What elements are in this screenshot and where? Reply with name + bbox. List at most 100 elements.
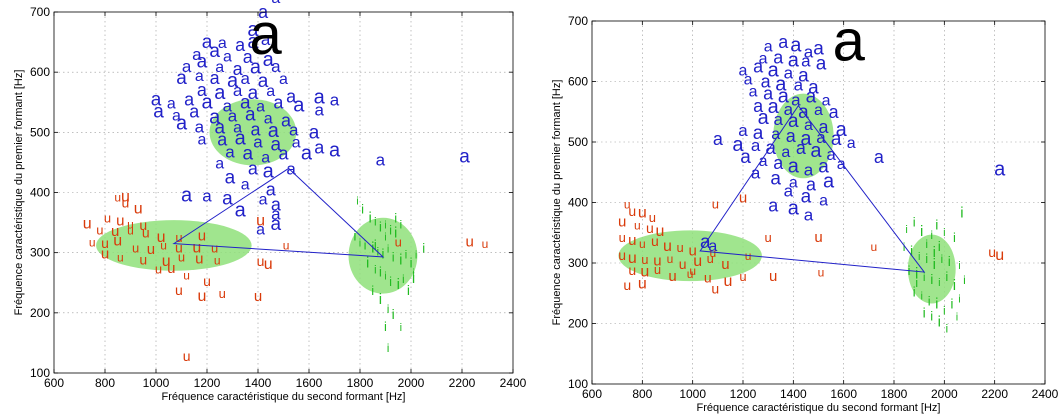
point-i: i [387,302,390,316]
point-a: a [778,86,790,108]
point-u: u [197,288,206,305]
point-a: a [153,101,164,122]
point-i: i [943,303,946,317]
y-tick-label: 200 [30,306,50,320]
point-a: a [330,90,340,109]
point-a: a [309,122,320,143]
point-a: a [202,32,213,53]
point-a: a [151,89,162,110]
point-a: a [167,95,176,112]
point-u: u [139,217,147,233]
point-a: a [753,56,764,76]
point-a: a [172,107,181,124]
point-i: i [389,274,392,289]
point-u: u [739,190,747,207]
point-i: i [915,275,918,290]
point-u: u [101,246,109,263]
point-u: u [679,256,687,272]
point-i: i [920,223,923,240]
point-u: u [624,198,631,212]
point-u: u [203,273,211,289]
x-tick-label: 2000 [931,387,958,401]
point-i: i [953,277,956,294]
point-i: i [915,265,918,282]
point-u: u [723,273,732,290]
point-a: a [271,57,281,76]
point-a: a [826,145,836,164]
point-u: u [707,251,714,266]
point-a: a [176,112,188,134]
point-i: i [366,255,369,272]
point-i: i [913,283,916,299]
point-a: a [195,117,205,136]
point-a: a [713,129,724,149]
point-u: u [175,230,182,245]
point-a: a [770,168,781,189]
point-i: i [412,270,415,287]
point-u: u [254,288,262,305]
point-i: i [399,252,402,269]
point-a: a [788,198,800,220]
point-a: a [804,117,813,134]
point-u: u [113,232,122,249]
point-a: a [271,0,280,7]
point-a: a [773,153,784,173]
point-i: i [374,237,377,253]
point-i: i [930,271,933,287]
point-u: u [264,256,273,273]
point-u: u [711,280,719,296]
point-u: u [618,214,626,231]
point-a: a [376,150,386,169]
point-u: u [628,232,636,249]
point-u: u [111,223,119,240]
point-a: a [759,50,768,67]
point-a: a [768,60,780,82]
point-i: i [925,251,928,266]
point-a: a [215,155,224,172]
point-u: u [628,250,637,267]
point-u: u [117,251,124,265]
point-i: i [379,219,382,235]
point-a: a [233,59,244,79]
point-u: u [623,277,631,293]
vowel-label: a [250,2,283,67]
point-i: i [943,227,945,239]
point-a: a [784,63,794,82]
point-a: a [223,48,232,65]
point-a: a [794,76,804,95]
point-a: a [201,91,213,113]
point-a: a [775,74,787,96]
chart-1: aa aa a a aa a a a aa a a a a aa a a a a a aa a a a a a a aa a a a a a a… [13,0,527,403]
point-a: a [994,158,1006,180]
point-i: i [374,263,377,277]
ellipse-i [348,217,418,294]
point-i: i [397,276,400,293]
point-a: a [189,101,200,121]
point-u: u [132,241,139,256]
point-u: u [628,203,636,219]
point-a: a [874,147,885,167]
point-u: u [709,246,716,260]
point-u: u [116,213,124,230]
point-u: u [183,269,190,283]
x-axis-label: Fréquence caractéristique du second form… [162,391,406,403]
point-u: u [646,220,654,236]
point-a: a [314,100,324,119]
point-a: a [784,181,794,200]
point-a: a [248,83,259,104]
point-a: a [217,130,228,150]
point-a: a [790,34,802,56]
point-a: a [182,57,192,76]
point-u: u [638,275,647,292]
point-a: a [796,138,807,158]
point-a: a [248,158,259,178]
point-a: a [215,59,224,76]
point-u: u [465,234,473,251]
point-a: a [788,49,800,71]
point-u: u [628,262,636,278]
point-i: i [402,272,405,286]
point-u: u [639,237,646,251]
point-a: a [804,42,814,61]
